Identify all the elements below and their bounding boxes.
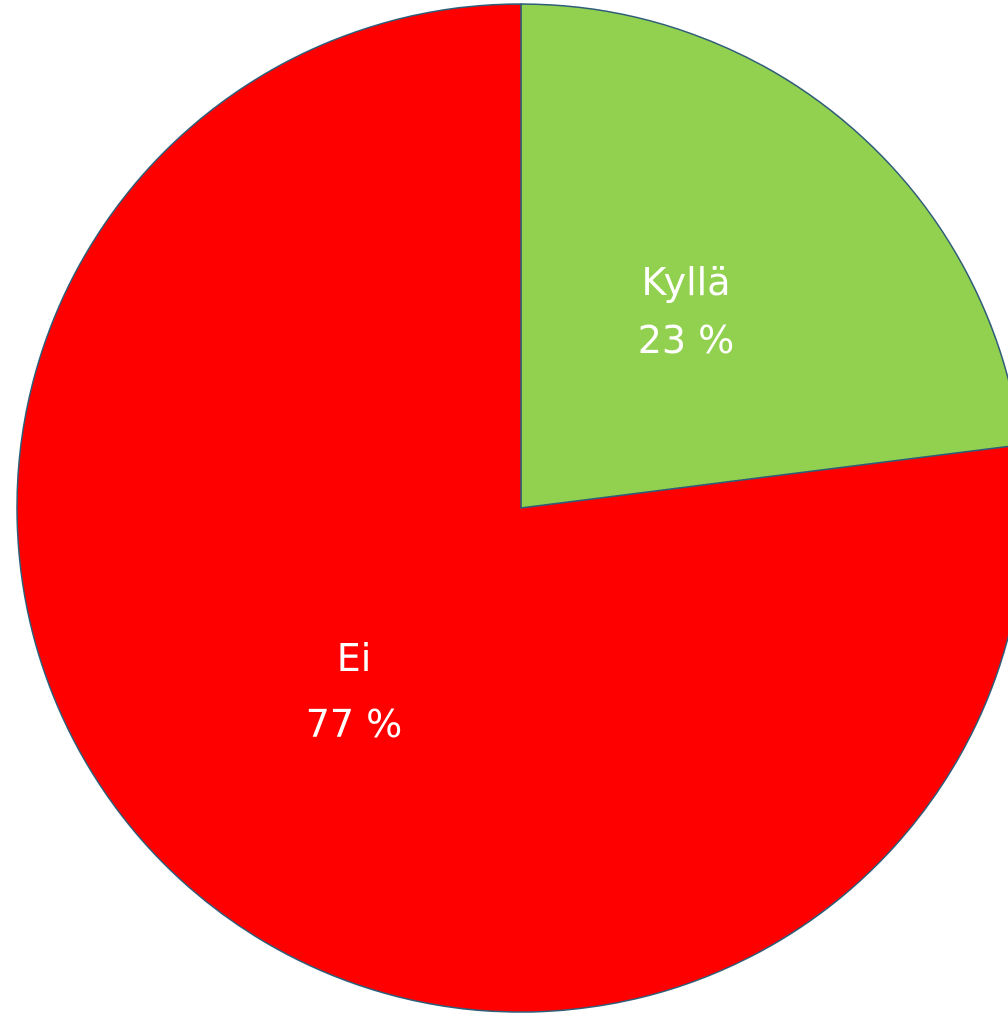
slice-category-label: Ei (337, 636, 372, 680)
slice-category-label: Kyllä (641, 260, 730, 304)
pie-labels: Kyllä 23 % Ei 77 % (306, 260, 735, 746)
pie-slice-kyll- (520, 3, 1008, 509)
slice-value-label: 77 % (306, 702, 403, 746)
pie-slice-ei (16, 3, 1008, 1013)
pie-slices (16, 3, 1008, 1013)
slice-value-label: 23 % (638, 318, 735, 362)
